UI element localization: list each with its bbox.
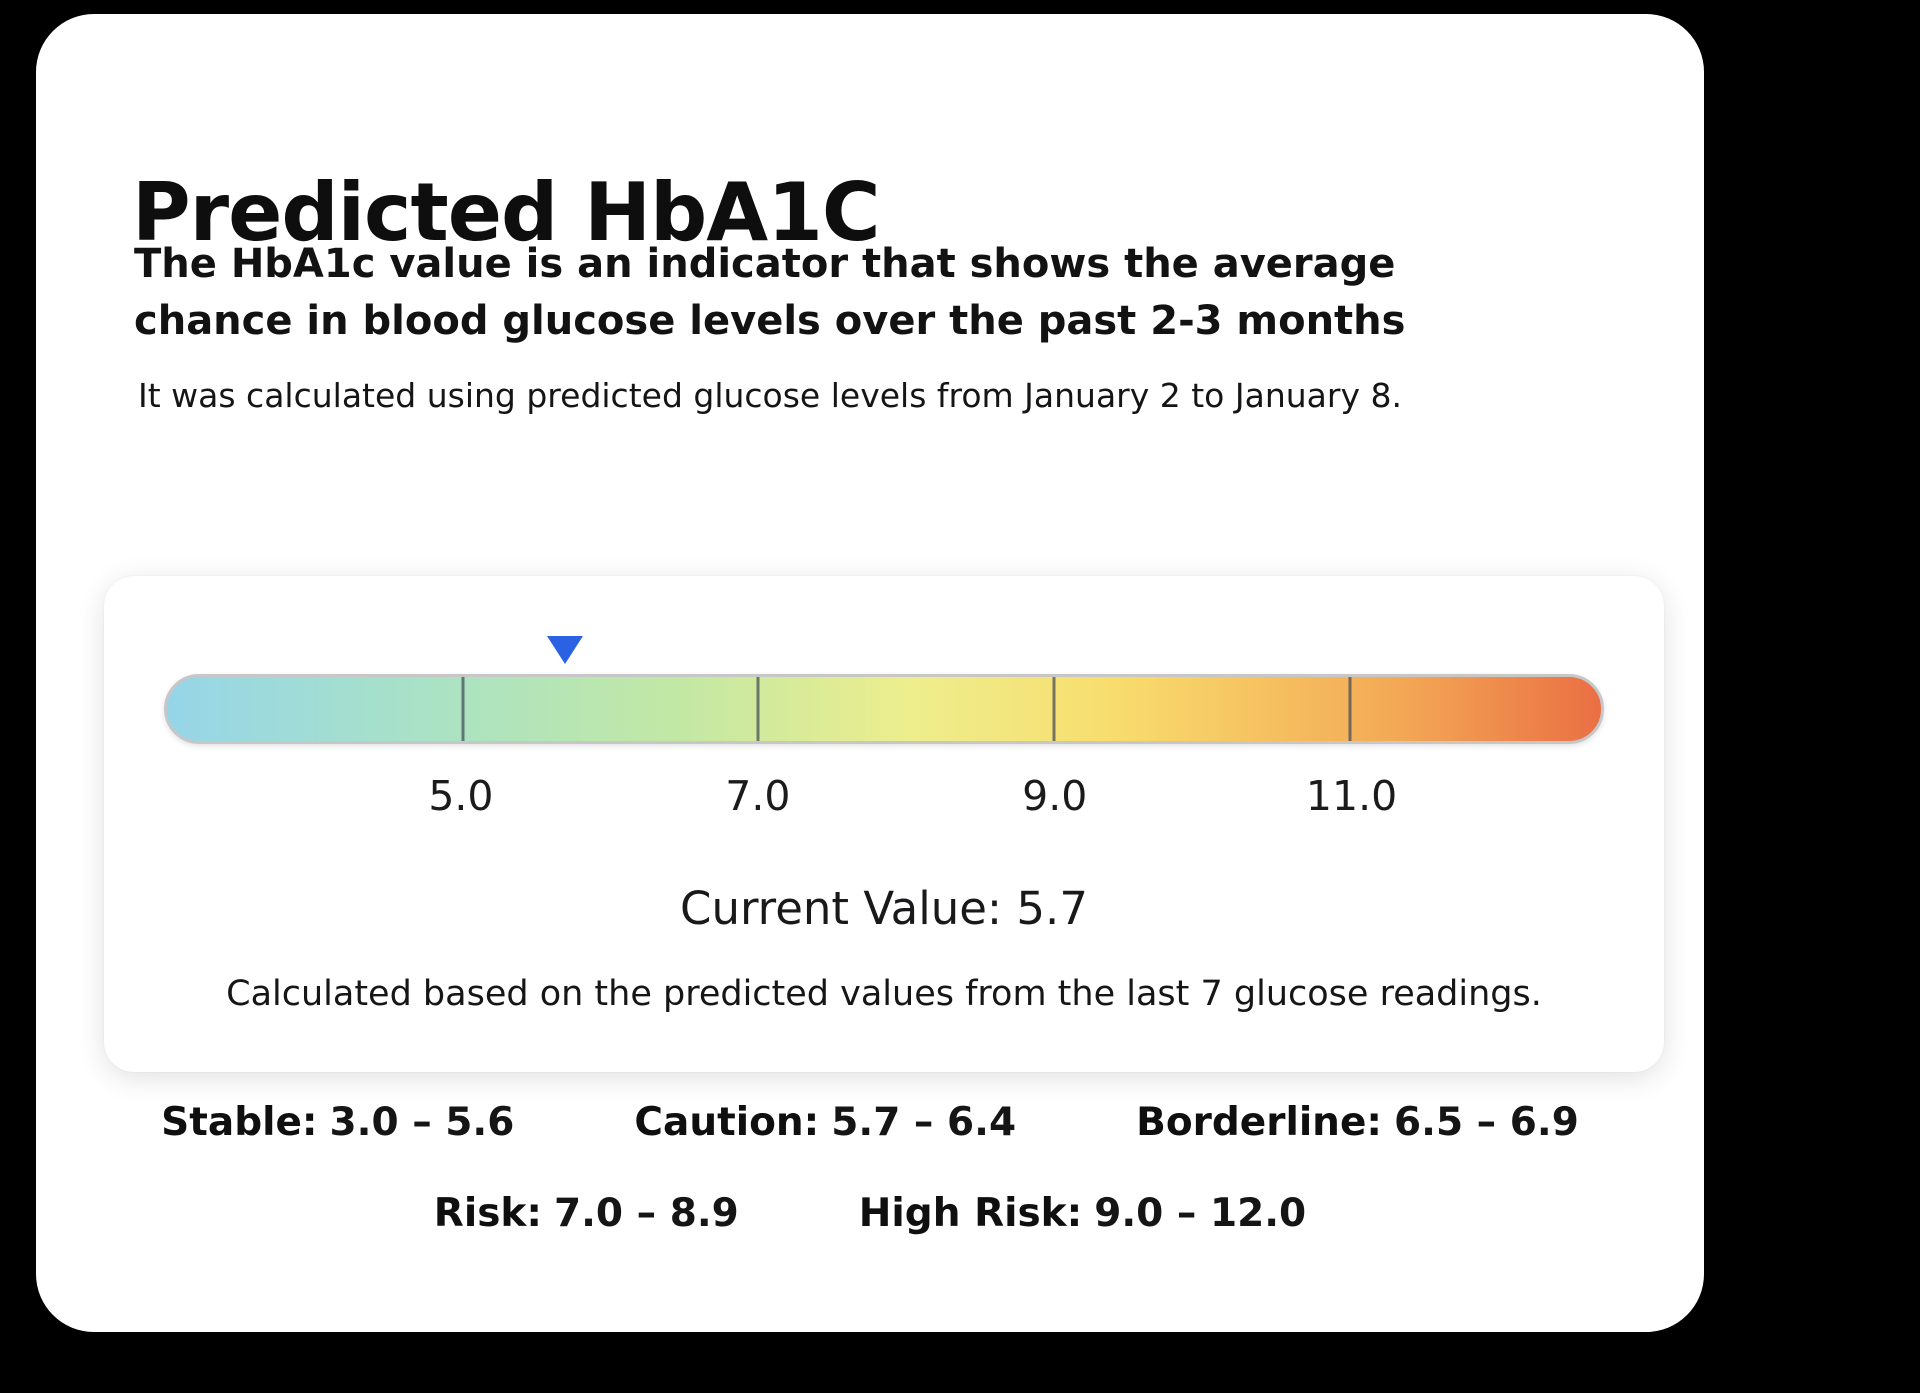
period-note: It was calculated using predicted glucos…	[138, 376, 1402, 415]
current-value-marker-icon	[546, 636, 583, 664]
legend-item-value: 9.0 – 12.0	[1094, 1191, 1307, 1236]
legend-item-value: 3.0 – 5.6	[329, 1100, 515, 1145]
gauge-tick-line	[1348, 677, 1352, 741]
legend-row-2: Risk: 7.0 – 8.9 High Risk: 9.0 – 12.0	[100, 1191, 1640, 1236]
legend-item-borderline: Borderline: 6.5 – 6.9	[1136, 1100, 1579, 1145]
current-value-text: Current Value: 5.7	[680, 882, 1088, 935]
legend-item-label: Risk:	[433, 1191, 542, 1236]
page-subtitle: The HbA1c value is an indicator that sho…	[134, 241, 1406, 344]
legend-item-value: 6.5 – 6.9	[1394, 1100, 1579, 1145]
legend-item-label: Caution:	[634, 1100, 820, 1145]
gauge-tick-line	[461, 677, 465, 741]
legend-row-1: Stable: 3.0 – 5.6 Caution: 5.7 – 6.4 Bor…	[100, 1100, 1640, 1145]
gauge-panel: 5.0 7.0 9.0 11.0 Current Value: 5.7 Calcula…	[104, 576, 1664, 1072]
gauge-bar	[164, 674, 1604, 744]
legend-item-caution: Caution: 5.7 – 6.4	[634, 1100, 1016, 1145]
legend-item-label: High Risk:	[858, 1191, 1083, 1236]
legend: Stable: 3.0 – 5.6 Caution: 5.7 – 6.4 Bor…	[100, 1100, 1640, 1282]
page-title: Predicted HbA1C	[132, 165, 881, 259]
gauge-tick-label: 11.0	[1305, 772, 1398, 820]
gauge-tick-label: 5.0	[428, 772, 494, 820]
gauge-tick-label: 7.0	[725, 772, 791, 820]
gauge-tick-label: 9.0	[1022, 772, 1088, 820]
hba1c-card: Predicted HbA1C The HbA1c value is an in…	[36, 14, 1704, 1332]
gauge-footnote: Calculated based on the predicted values…	[226, 974, 1542, 1014]
gauge-bar-wrap	[164, 636, 1604, 744]
gauge-tick-line	[756, 677, 760, 741]
legend-item-value: 7.0 – 8.9	[553, 1191, 739, 1236]
legend-item-high-risk: High Risk: 9.0 – 12.0	[859, 1191, 1306, 1236]
legend-item-risk: Risk: 7.0 – 8.9	[434, 1191, 739, 1236]
gauge-tick-labels: 5.0 7.0 9.0 11.0	[164, 772, 1604, 822]
legend-item-label: Borderline:	[1136, 1100, 1382, 1145]
gauge-tick-line	[1052, 677, 1056, 741]
legend-item-stable: Stable: 3.0 – 5.6	[161, 1100, 514, 1145]
legend-item-value: 5.7 – 6.4	[831, 1100, 1017, 1145]
legend-item-label: Stable:	[161, 1100, 318, 1145]
